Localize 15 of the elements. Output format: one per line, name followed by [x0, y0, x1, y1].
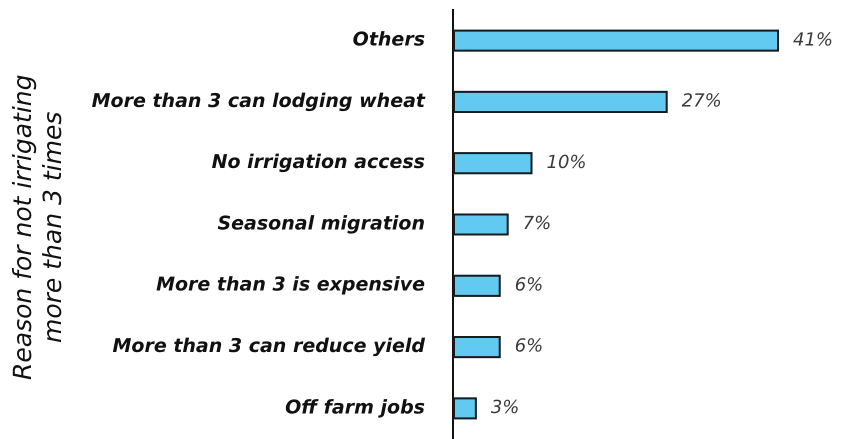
- y-axis-title: Reason for not irrigating more than 3 times: [8, 73, 68, 382]
- data-label: 6%: [514, 336, 544, 357]
- y-tick-label: Others: [352, 28, 425, 51]
- data-label: 27%: [682, 90, 722, 112]
- y-tick-label: More than 3 is expensive: [156, 274, 426, 296]
- data-label: 7%: [522, 213, 552, 234]
- data-label: 10%: [546, 152, 587, 173]
- data-label: 3%: [490, 397, 520, 418]
- data-label: 6%: [514, 274, 544, 296]
- y-tick-label: More than 3 can lodging wheat: [92, 90, 426, 112]
- y-tick-label: No irrigation access: [212, 151, 425, 174]
- data-label: 41%: [793, 29, 834, 50]
- y-tick-label: Seasonal migration: [217, 212, 425, 234]
- y-tick-label: Off farm jobs: [285, 396, 425, 418]
- y-tick-label: More than 3 can reduce yield: [112, 335, 426, 358]
